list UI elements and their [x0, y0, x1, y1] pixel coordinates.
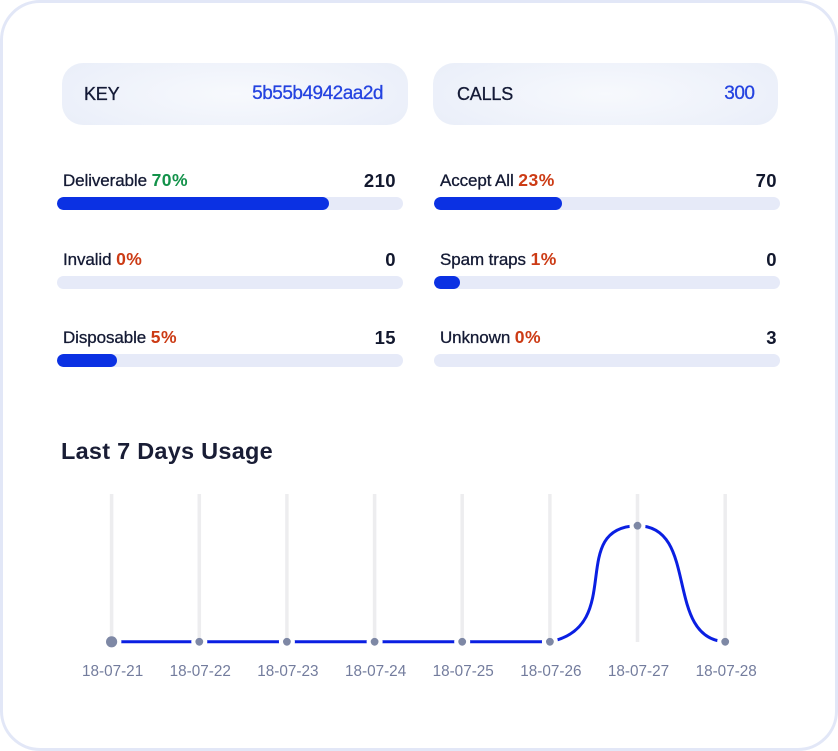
svg-text:18-07-28: 18-07-28 [696, 663, 757, 680]
svg-text:18-07-25: 18-07-25 [433, 663, 494, 680]
svg-text:18-07-27: 18-07-27 [608, 663, 669, 680]
svg-text:18-07-22: 18-07-22 [170, 663, 231, 680]
svg-text:18-07-26: 18-07-26 [520, 663, 581, 680]
svg-text:18-07-23: 18-07-23 [257, 663, 318, 680]
svg-text:18-07-24: 18-07-24 [345, 663, 407, 680]
svg-text:18-07-21: 18-07-21 [82, 663, 143, 680]
